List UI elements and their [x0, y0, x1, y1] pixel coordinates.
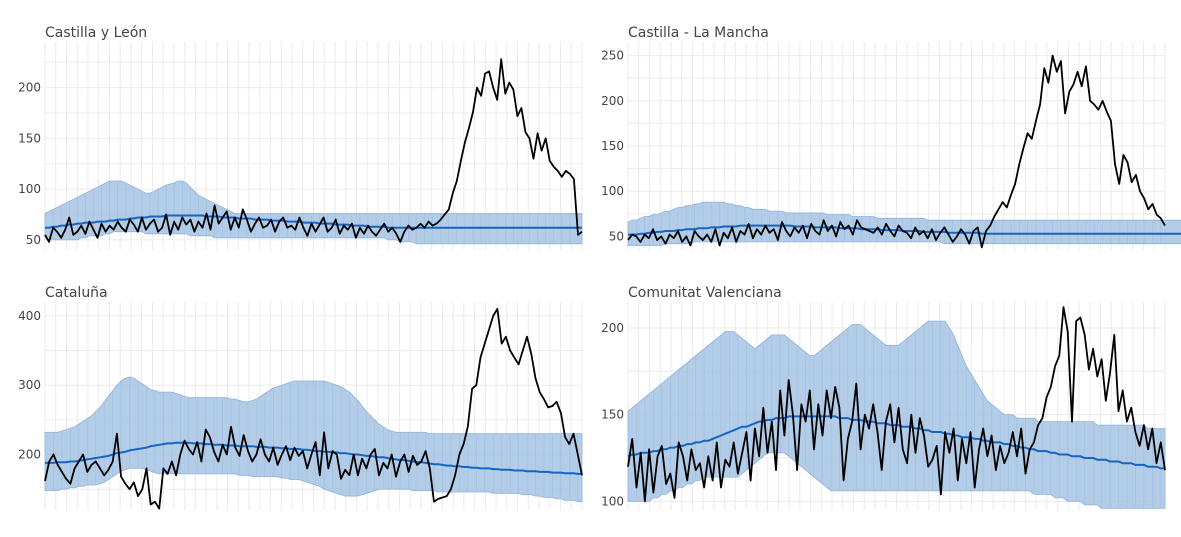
chart-svg-castilla-la-mancha: 50 100 150 200 250 — [601, 42, 1181, 250]
series-line-observed — [627, 306, 1166, 503]
y-tick-label: 400 — [18, 309, 41, 323]
series-line-observed — [44, 307, 583, 510]
y-tick-label: 200 — [601, 321, 624, 335]
chart-title: Castilla - La Mancha — [628, 25, 769, 41]
y-tick-label: 250 — [601, 49, 624, 63]
chart-panel-castilla-y-leon: Castilla y León 50 100 150 200 — [0, 22, 583, 277]
y-tick-label: 50 — [609, 229, 624, 243]
y-tick-label: 150 — [18, 131, 41, 145]
chart-panel-cataluna: Cataluña 200 300 400 — [0, 282, 583, 537]
confidence-band — [627, 320, 1166, 509]
series-line-observed — [44, 58, 583, 243]
band-stripes — [627, 321, 1162, 509]
chart-svg-cataluna: 200 300 400 — [18, 302, 583, 510]
confidence-band — [627, 201, 1181, 246]
y-tick-label: 200 — [18, 81, 41, 95]
chart-svg-comunitat-valenciana: 100 150 200 — [601, 302, 1166, 510]
y-tick-label: 300 — [18, 378, 41, 392]
chart-panel-castilla-la-mancha: Castilla - La Mancha 50 100 150 200 250 — [583, 22, 1181, 277]
chart-title: Comunitat Valenciana — [628, 285, 782, 301]
chart-panel-comunitat-valenciana: Comunitat Valenciana 100 150 200 — [583, 282, 1166, 537]
series-line-observed — [627, 54, 1166, 249]
y-tick-label: 200 — [18, 448, 41, 462]
y-tick-label: 200 — [601, 94, 624, 108]
chart-svg-castilla-y-leon: 50 100 150 200 — [18, 42, 583, 250]
y-tick-label: 150 — [601, 139, 624, 153]
y-tick-label: 100 — [601, 494, 624, 508]
confidence-band — [44, 376, 583, 503]
y-tick-label: 100 — [18, 182, 41, 196]
series-line-expected — [45, 214, 582, 229]
y-tick-label: 100 — [601, 184, 624, 198]
chart-title: Cataluña — [45, 285, 108, 301]
y-tick-label: 150 — [601, 408, 624, 422]
chart-title: Castilla y León — [45, 25, 148, 41]
y-tick-label: 50 — [26, 233, 41, 247]
